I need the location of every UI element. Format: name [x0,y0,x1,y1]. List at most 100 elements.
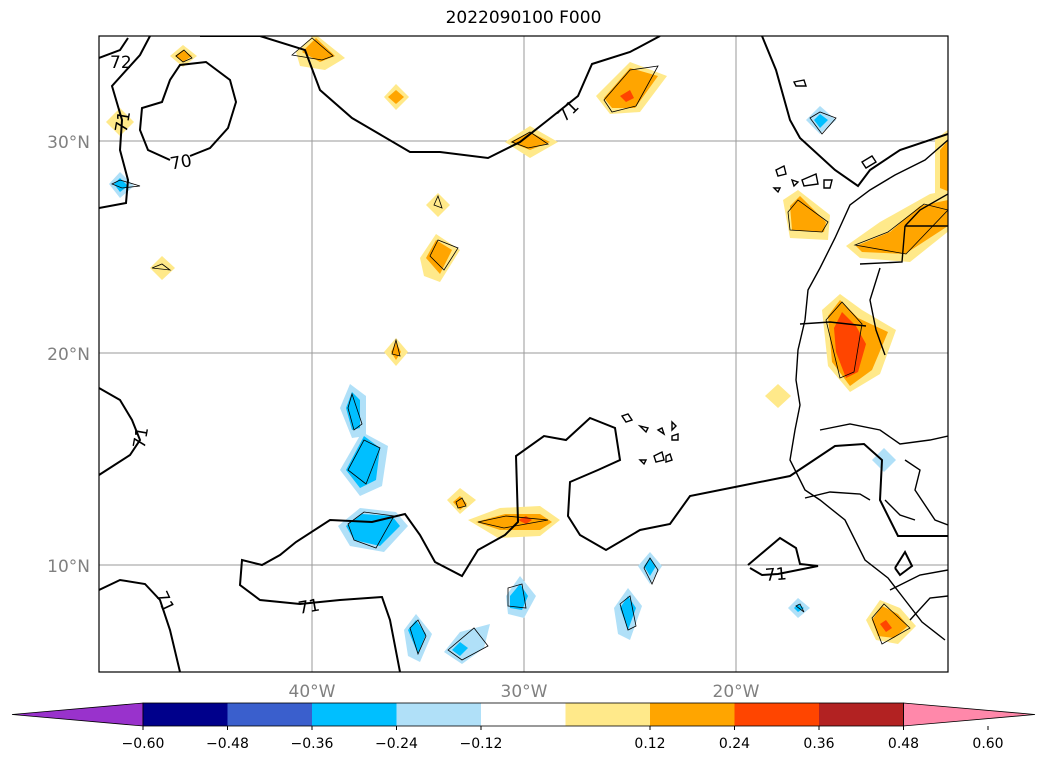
coastline [772,187,782,194]
coastline [792,79,807,87]
coastline [775,164,787,177]
colorbar-tick-label: −0.60 [122,736,165,752]
coastline [823,179,833,189]
colorbar-segment [819,703,904,726]
coastline [790,178,800,188]
coastline [859,225,906,265]
lon-label-30w: 30°W [501,682,548,702]
colorbar-segment [565,703,651,726]
contour-line [200,36,661,160]
contour-label: 70 [169,151,194,174]
anomaly-blob [510,584,528,610]
coastline [801,173,819,187]
anomaly-blob [302,38,335,62]
contour-label: 71 [112,109,135,134]
colorbar-frame [142,702,904,727]
anomaly-blob [426,193,450,217]
coastline [909,595,948,621]
colorbar-tick-label: −0.36 [291,736,334,752]
coastline [904,193,948,227]
coastline [671,433,679,441]
anomaly-blob [834,312,866,378]
negative-anomaly-blobs [109,106,896,664]
colorbar-segment [734,703,820,726]
contour-label: 71 [554,97,583,126]
contour-label: 71 [297,595,322,618]
map-frame [98,35,949,673]
colorbar-tick-label: 0.36 [803,736,834,752]
contour-line [238,416,948,672]
colorbar-tick-label: 0.12 [634,736,665,752]
colorbar-segment [650,703,735,726]
anomaly-blob [790,196,826,232]
colorbar-segment [396,703,482,726]
filled-contours [106,36,948,664]
anomaly-blob [604,68,658,108]
coastline [799,321,867,327]
lon-label-40w: 40°W [289,682,336,702]
anomaly-blob [620,90,634,102]
contour-line [138,60,238,161]
contour-line [761,36,948,188]
colorbar-tick-label: −0.12 [460,736,503,752]
colorbar-tick-label: −0.48 [206,736,249,752]
thin-contours [111,37,948,661]
colorbar-extend-max [903,702,1036,727]
anomaly-blob [426,240,452,274]
anomaly-blob [856,200,948,254]
anomaly-blob [444,624,490,664]
colorbar-tick-label: −0.24 [375,736,418,752]
anomaly-blob [452,642,468,656]
coastline [665,453,673,463]
anomaly-blob [388,90,404,104]
coastline [789,139,948,641]
anomaly-blob [408,620,426,654]
coastline [904,459,948,526]
coastline [656,427,666,436]
anomaly-blob [940,140,948,192]
colorbar-segment [481,703,566,726]
colorbar-extend-min [11,702,144,727]
colorbar: −0.60 −0.48 −0.36 −0.24 −0.12 0.12 0.24 0.36 0.4… [11,702,1036,752]
positive-anomaly-blobs [106,36,948,644]
anomaly-blob [872,606,908,638]
contour-label: 72 [110,53,132,73]
coastline [620,413,634,423]
coastlines [620,79,948,641]
contour-label: 71 [151,588,178,616]
contour-line [99,387,142,476]
coastline [804,491,871,501]
coastline [638,459,648,466]
colorbar-segment [227,703,313,726]
coastline [884,499,916,521]
lon-labels: 40°W 30°W 20°W [289,682,760,702]
anomaly-blob [106,108,134,136]
anomaly-blob [150,256,175,280]
contour-line [99,36,151,209]
contour-line [747,536,819,577]
coastline [869,267,886,356]
coastline [653,450,665,463]
lat-labels: 30°N 20°N 10°N [47,133,90,577]
coastline [671,420,677,432]
contour-label: 71 [130,425,153,450]
colorbar-tick-label: 0.48 [888,736,919,752]
colorbar-tick-label: 0.60 [972,736,1003,752]
colorbar-segment [312,703,397,726]
contour-labels: 72 71 70 71 71 71 71 71 [110,53,788,619]
coastline [861,155,877,169]
coastline [819,423,948,445]
coastline [889,569,948,591]
contour-line [99,37,129,59]
anomaly-blob [765,384,791,408]
lat-label-30n: 30°N [47,133,90,153]
colorbar-tick-label: 0.24 [719,736,750,752]
anomaly-blob [814,114,828,128]
lat-label-10n: 10°N [47,557,90,577]
lat-label-20n: 20°N [47,345,90,365]
contour-line [99,578,181,672]
lon-label-20w: 20°W [713,682,760,702]
isolines [99,36,948,672]
